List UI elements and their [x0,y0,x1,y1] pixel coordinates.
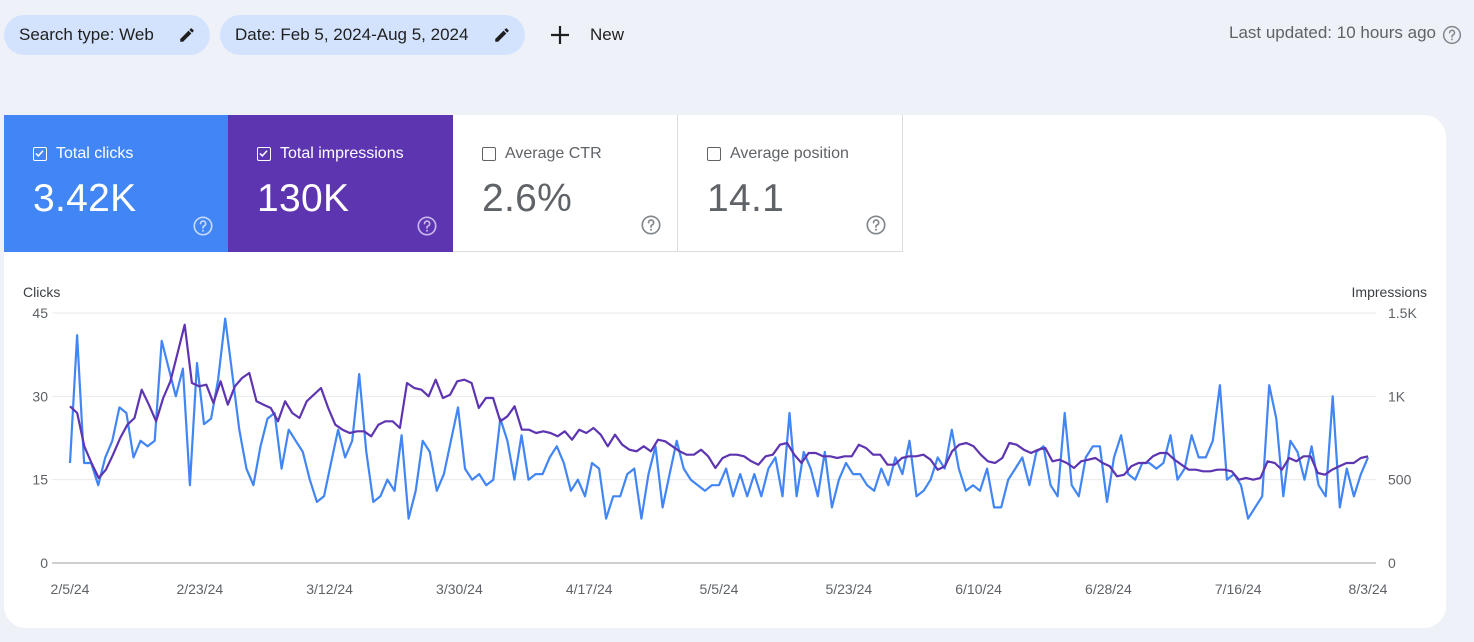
search-type-filter-label: Search type: Web [19,25,154,44]
left-axis-tick-label: 30 [32,388,48,404]
x-axis-tick-label: 6/28/24 [1085,581,1132,597]
performance-card: Total clicks 3.42K Total impressions 130… [4,115,1446,628]
last-updated-text: Last updated: 10 hours ago [1229,23,1436,42]
metric-label: Total clicks [56,145,134,162]
right-axis-ticks: 1.5K 1K 500 0 [1388,305,1417,571]
chart-series [68,317,1370,520]
checkbox-checked-icon[interactable] [257,147,271,161]
left-axis-tick-label: 0 [40,555,48,571]
metric-value: 130K [257,177,350,220]
help-icon[interactable] [192,215,214,237]
x-axis-tick-label: 8/3/24 [1349,581,1388,597]
metric-average-ctr[interactable]: Average CTR 2.6% [453,115,678,252]
checkbox-unchecked-icon[interactable] [482,147,496,161]
metric-value: 2.6% [482,177,573,220]
metric-average-position-header: Average position [707,145,849,163]
new-filter-label: New [590,25,625,44]
metric-value: 3.42K [33,177,137,220]
metric-average-position[interactable]: Average position 14.1 [678,115,903,252]
search-type-filter-chip[interactable]: Search type: Web [4,15,210,55]
series-line-clicks [68,317,1370,520]
help-icon[interactable] [865,214,887,236]
metric-average-ctr-header: Average CTR [482,145,602,163]
help-icon[interactable] [640,214,662,236]
right-axis-tick-label: 1.5K [1388,305,1417,321]
metric-total-impressions[interactable]: Total impressions 130K [228,115,453,252]
left-axis-label: Clicks [23,284,60,300]
chart-gridlines [52,312,1376,564]
right-axis-tick-label: 0 [1388,555,1396,571]
x-axis-tick-label: 3/30/24 [436,581,483,597]
x-axis-tick-label: 7/16/24 [1215,581,1262,597]
left-axis-tick-label: 15 [32,472,48,488]
help-icon[interactable] [416,215,438,237]
new-filter-button[interactable]: New [548,20,624,50]
x-axis-tick-label: 6/10/24 [955,581,1002,597]
right-axis-tick-label: 1K [1388,388,1406,404]
filter-bar: Search type: Web Date: Feb 5, 2024-Aug 5… [0,14,1474,56]
performance-chart[interactable]: Clicks Impressions 45 30 15 0 1.5K 1K 500 0 2/… [4,115,1446,628]
series-line-impressions [69,323,1369,481]
metric-value: 14.1 [707,177,785,220]
metric-total-clicks-header: Total clicks [33,145,133,163]
x-axis-tick-label: 2/5/24 [51,581,90,597]
metric-label: Average CTR [505,145,602,162]
date-filter-label: Date: Feb 5, 2024-Aug 5, 2024 [235,25,469,44]
right-axis-tick-label: 500 [1388,472,1412,488]
x-axis-ticks: 2/5/24 2/23/24 3/12/24 3/30/24 4/17/24 5/5/24… [51,581,1388,597]
help-icon[interactable] [1442,25,1462,45]
metric-total-clicks[interactable]: Total clicks 3.42K [4,115,229,252]
left-axis-tick-label: 45 [32,305,48,321]
x-axis-tick-label: 5/23/24 [825,581,872,597]
metric-label: Total impressions [280,145,404,162]
x-axis-tick-label: 2/23/24 [176,581,223,597]
checkbox-checked-icon[interactable] [33,147,47,161]
edit-pencil-icon[interactable] [178,26,196,44]
plus-icon [551,26,569,44]
metric-total-impressions-header: Total impressions [257,145,404,163]
x-axis-tick-label: 4/17/24 [566,581,613,597]
checkbox-unchecked-icon[interactable] [707,147,721,161]
x-axis-tick-label: 3/12/24 [306,581,353,597]
x-axis-tick-label: 5/5/24 [700,581,739,597]
left-axis-ticks: 45 30 15 0 [32,305,48,571]
right-axis-label: Impressions [1352,284,1427,300]
edit-pencil-icon[interactable] [493,26,511,44]
date-filter-chip[interactable]: Date: Feb 5, 2024-Aug 5, 2024 [220,15,525,55]
metric-label: Average position [730,145,849,162]
